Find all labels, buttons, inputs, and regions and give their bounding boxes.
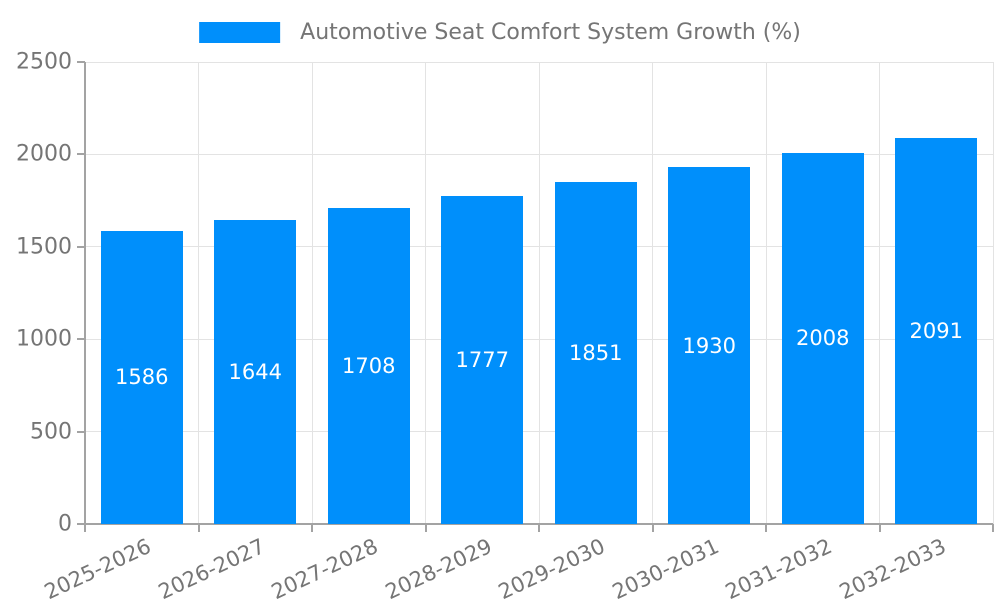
y-axis-tick-label: 500 <box>30 419 72 445</box>
x-axis-tick-label: 2026-2027 <box>154 534 269 600</box>
x-axis-tick-mark <box>84 524 86 532</box>
x-axis-tick-label: 2031-2032 <box>722 534 836 600</box>
bar-value-label: 1586 <box>115 365 169 390</box>
bar[interactable] <box>441 195 524 524</box>
x-axis-tick-label: 2028-2029 <box>381 534 496 600</box>
gridline-vertical <box>765 62 767 524</box>
bar[interactable] <box>214 220 297 524</box>
y-axis-tick-mark <box>77 61 85 63</box>
gridline-vertical <box>992 62 994 524</box>
y-axis-tick-mark <box>77 338 85 341</box>
bar-value-label: 1851 <box>569 340 623 365</box>
bar[interactable] <box>554 181 637 524</box>
gridline-vertical <box>198 62 199 524</box>
x-axis-tick-mark <box>538 524 540 532</box>
y-axis-tick-label: 2500 <box>16 49 72 75</box>
x-axis-tick-mark <box>878 524 881 532</box>
x-axis-tick-mark <box>424 524 427 532</box>
bar-value-label: 1930 <box>682 333 736 358</box>
x-axis-tick-mark <box>651 524 654 532</box>
bar[interactable] <box>100 230 183 524</box>
y-axis-tick-label: 1500 <box>16 234 72 260</box>
x-axis-tick-label: 2027-2028 <box>268 534 382 600</box>
x-axis-tick-label: 2029-2030 <box>495 534 609 600</box>
bar[interactable] <box>668 167 751 524</box>
bar-value-label: 1644 <box>228 360 282 385</box>
bar-value-label: 2091 <box>909 318 963 343</box>
x-axis-line <box>85 523 993 525</box>
x-axis-tick-label: 2025-2026 <box>41 534 155 600</box>
x-axis-tick-mark <box>992 524 994 532</box>
bar[interactable] <box>895 137 978 524</box>
legend[interactable]: Automotive Seat Comfort System Growth (%… <box>199 20 801 45</box>
x-axis-tick-label: 2030-2031 <box>608 534 723 600</box>
x-axis-tick-label: 2032-2033 <box>835 534 950 600</box>
gridline-vertical <box>311 62 313 524</box>
gridline-vertical <box>879 62 880 524</box>
y-axis-tick-mark <box>77 245 85 248</box>
gridline-vertical <box>425 62 426 524</box>
legend-label: Automotive Seat Comfort System Growth (%… <box>300 20 801 45</box>
y-axis-tick-mark <box>77 153 85 156</box>
y-axis-tick-label: 1000 <box>16 326 72 352</box>
y-axis-tick-label: 2000 <box>16 141 72 167</box>
bar[interactable] <box>327 208 410 524</box>
gridline-vertical <box>538 62 540 524</box>
y-axis-line <box>84 62 86 524</box>
legend-swatch[interactable] <box>199 22 281 43</box>
gridline-vertical <box>652 62 653 524</box>
bar-value-label: 1708 <box>342 354 396 379</box>
y-axis-tick-mark <box>77 523 85 525</box>
bar-value-label: 2008 <box>796 326 850 351</box>
y-axis-tick-mark <box>77 430 85 433</box>
y-axis-tick-label: 0 <box>58 511 72 537</box>
bar-value-label: 1777 <box>455 347 509 372</box>
bar[interactable] <box>781 152 864 524</box>
x-axis-tick-mark <box>311 524 313 532</box>
x-axis-tick-mark <box>197 524 200 532</box>
x-axis-tick-mark <box>765 524 767 532</box>
